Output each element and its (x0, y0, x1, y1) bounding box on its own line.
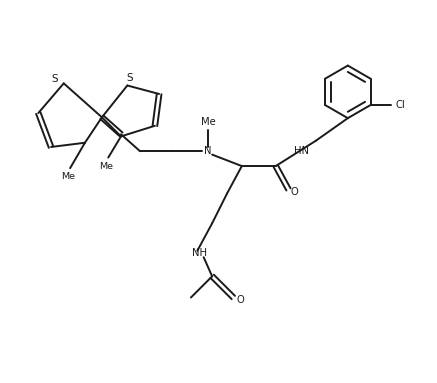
Text: O: O (291, 187, 299, 196)
Text: NH: NH (192, 248, 207, 258)
Text: N: N (204, 146, 212, 156)
Text: Me: Me (61, 172, 75, 181)
Text: Me: Me (201, 117, 215, 128)
Text: S: S (126, 73, 133, 83)
Text: O: O (236, 295, 244, 305)
Text: HN: HN (294, 146, 309, 156)
Text: Me: Me (99, 162, 113, 170)
Text: Cl: Cl (395, 100, 405, 110)
Text: S: S (51, 74, 58, 84)
